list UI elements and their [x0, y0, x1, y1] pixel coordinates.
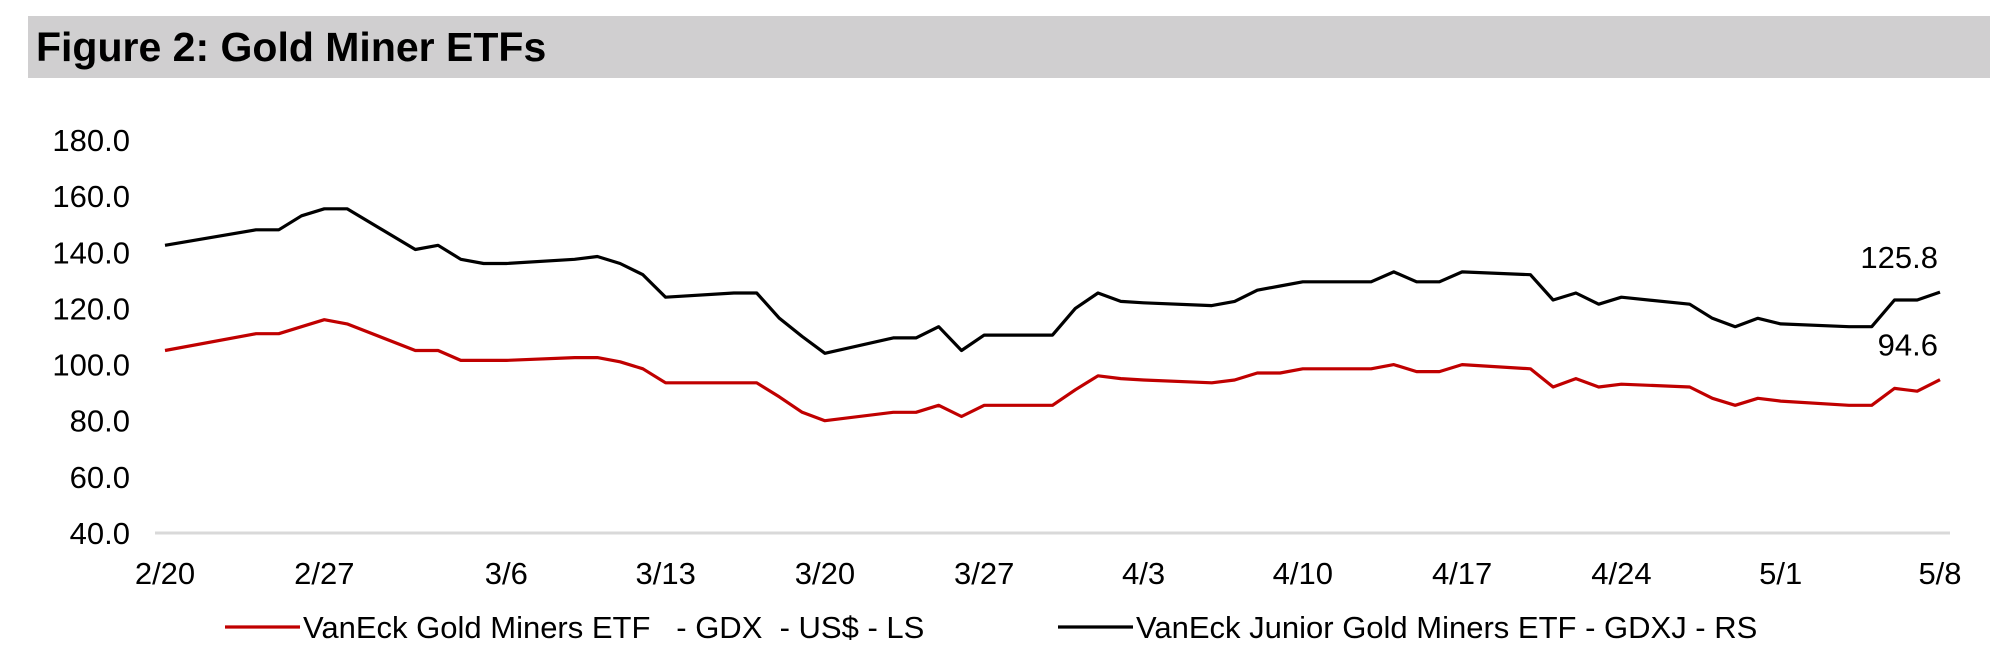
gdx-legend-label: VanEck Gold Miners ETF - GDX - US$ - LS — [303, 610, 924, 645]
x-tick-label: 3/13 — [635, 556, 695, 591]
x-tick-label: 3/20 — [795, 556, 855, 591]
x-tick-label: 5/8 — [1918, 556, 1961, 591]
x-tick-label: 3/6 — [485, 556, 528, 591]
y-tick-label: 140.0 — [52, 235, 130, 270]
x-tick-label: 5/1 — [1759, 556, 1802, 591]
y-tick-label: 80.0 — [70, 404, 130, 439]
y-tick-label: 60.0 — [70, 460, 130, 495]
y-tick-label: 120.0 — [52, 291, 130, 326]
gdxj-legend-label: VanEck Junior Gold Miners ETF - GDXJ - R… — [1136, 610, 1757, 645]
gdx-end-value-label: 94.6 — [1878, 328, 1938, 363]
figure-title-bar: Figure 2: Gold Miner ETFs — [28, 16, 1990, 78]
figure-title: Figure 2: Gold Miner ETFs — [36, 24, 547, 70]
gdx-series-line — [164, 318, 1941, 423]
y-tick-label: 160.0 — [52, 179, 130, 214]
x-tick-label: 4/10 — [1273, 556, 1333, 591]
x-tick-label: 4/17 — [1432, 556, 1492, 591]
y-tick-label: 180.0 — [52, 123, 130, 158]
x-tick-label: 2/20 — [135, 556, 195, 591]
x-tick-label: 2/27 — [294, 556, 354, 591]
y-tick-label: 100.0 — [52, 348, 130, 383]
x-tick-label: 4/3 — [1122, 556, 1165, 591]
chart-legend: VanEck Gold Miners ETF - GDX - US$ - LS V… — [225, 610, 1757, 645]
gdxj-series-line — [164, 207, 1941, 355]
chart-series: 94.6 125.8 — [164, 207, 1941, 423]
x-tick-label: 4/24 — [1591, 556, 1651, 591]
gdxj-end-value-label: 125.8 — [1860, 240, 1938, 275]
x-tick-label: 3/27 — [954, 556, 1014, 591]
y-tick-label: 40.0 — [70, 516, 130, 551]
chart-axes: 40.0 60.0 80.0 100.0 120.0 140.0 160.0 180.0 2/2… — [52, 123, 1961, 591]
